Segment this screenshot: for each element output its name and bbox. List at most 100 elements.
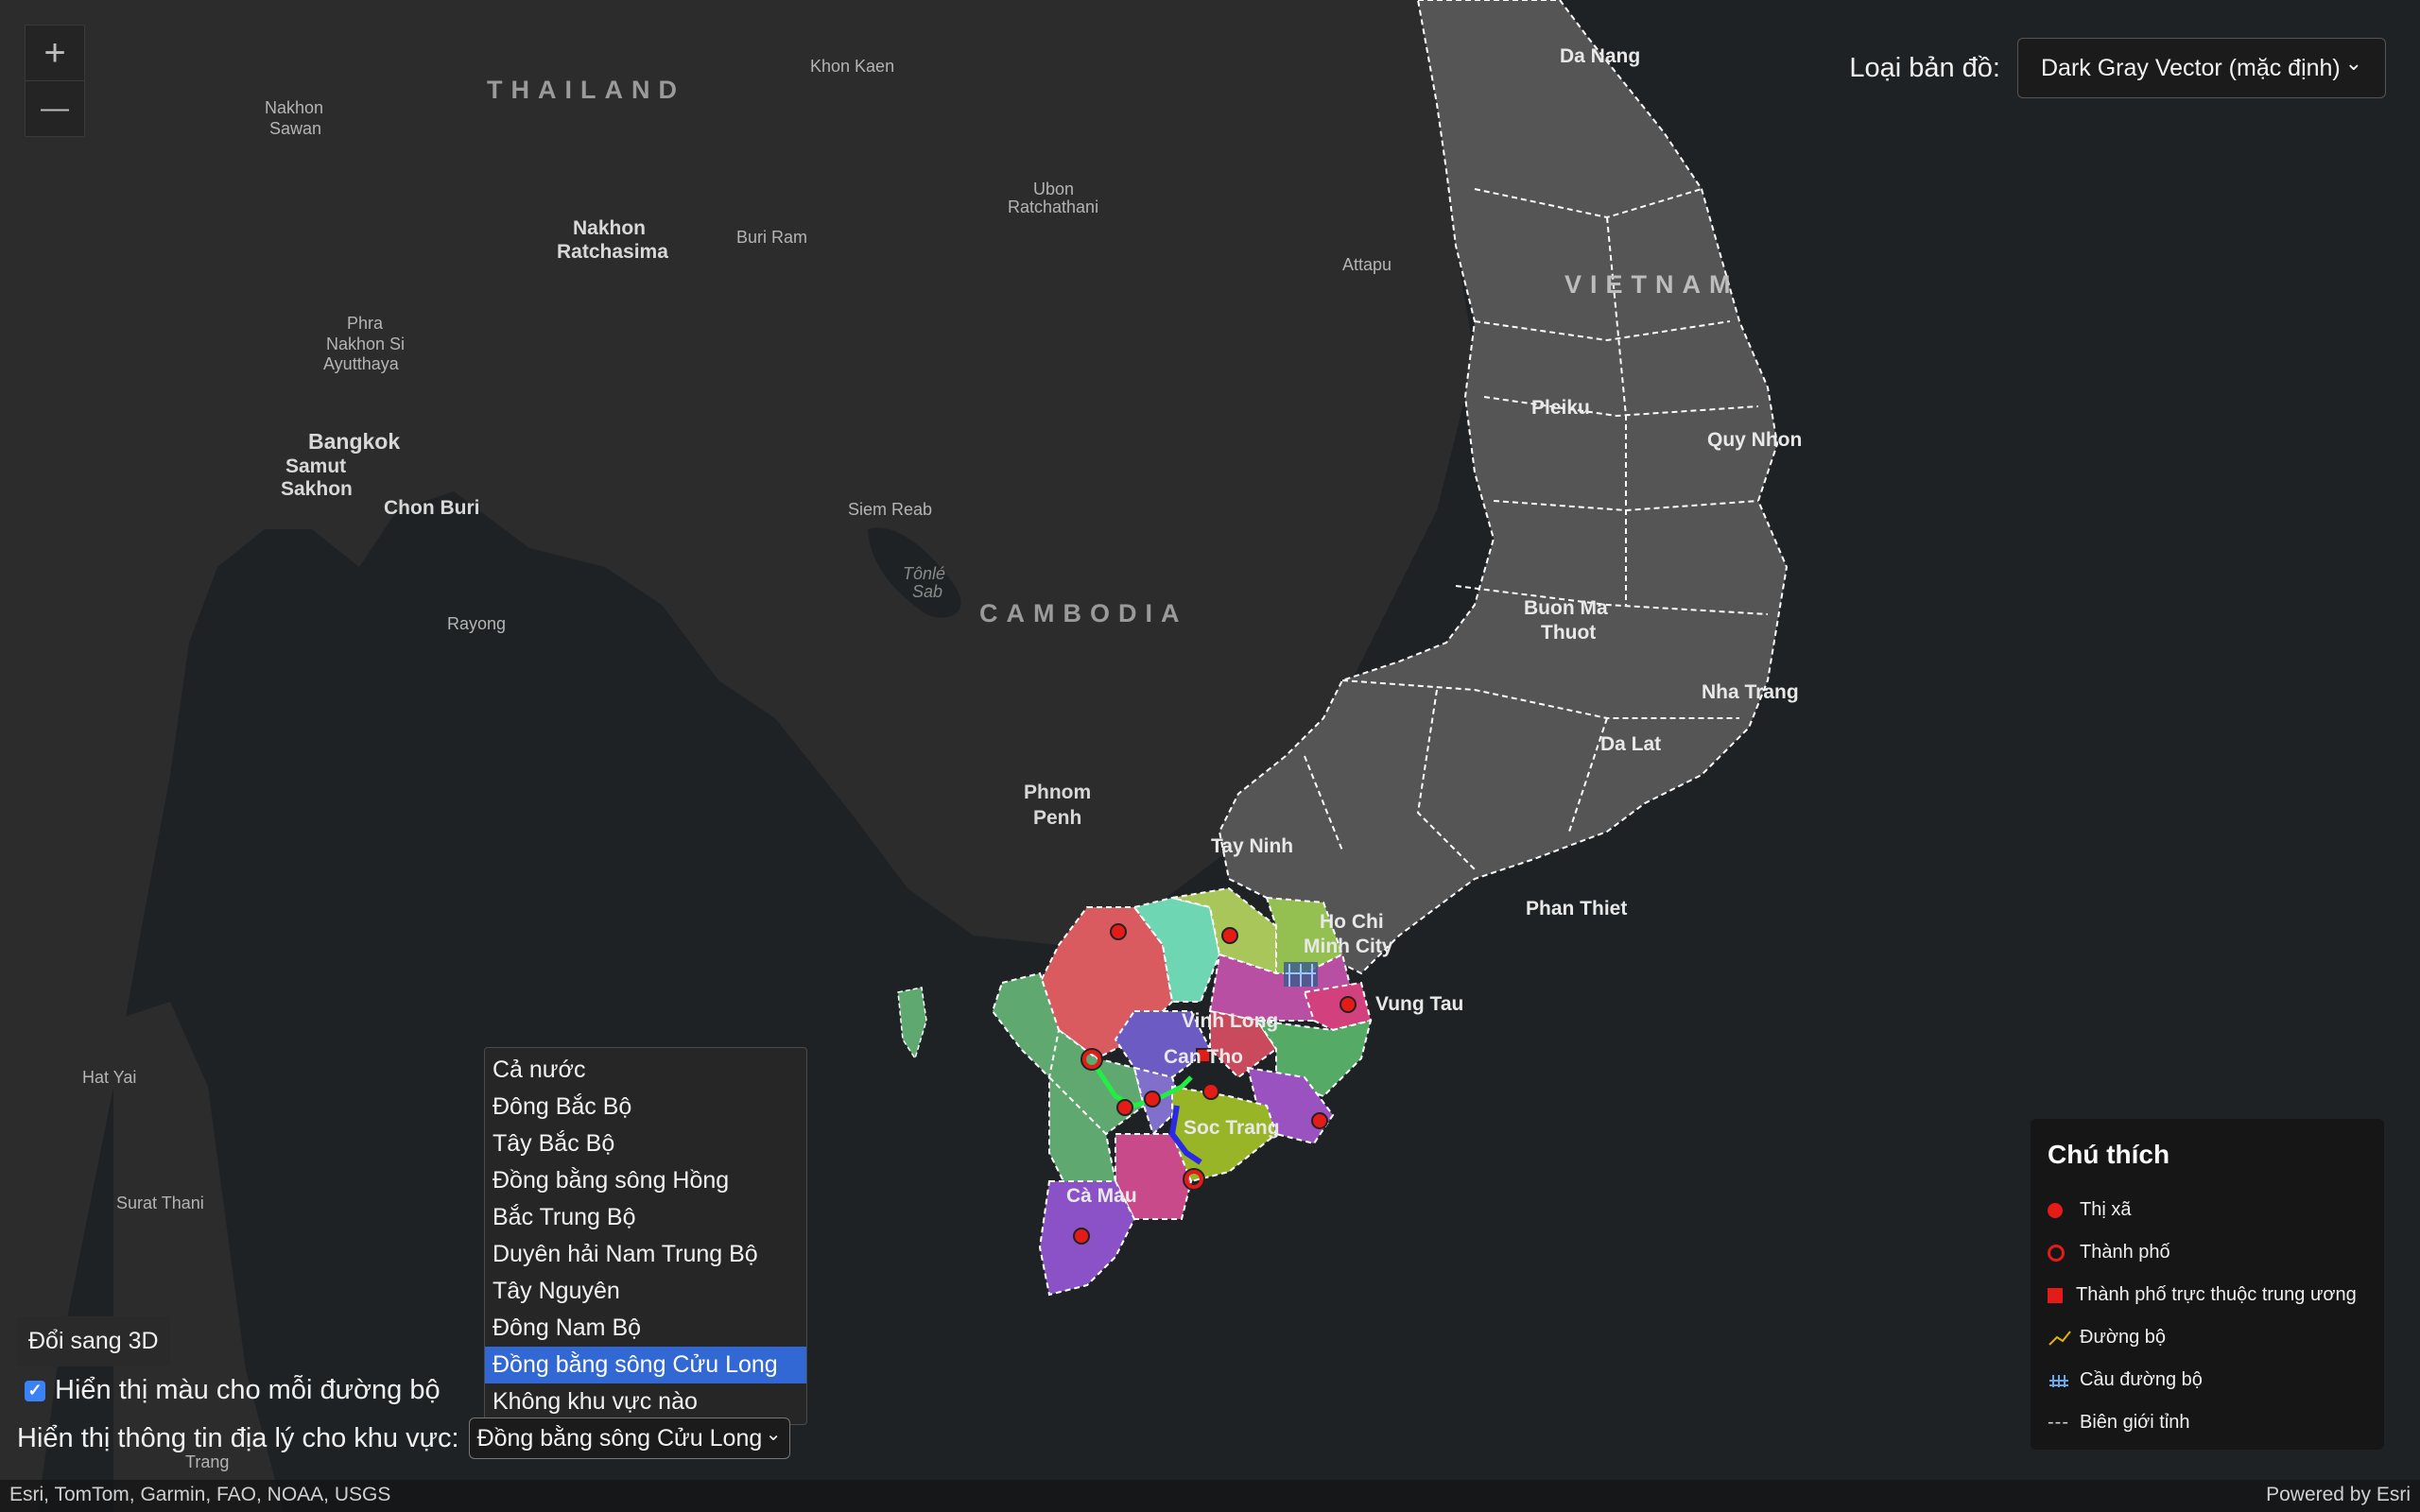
legend-item-label: Thành phố xyxy=(2080,1242,2170,1263)
attribution-sources: Esri, TomTom, Garmin, FAO, NOAA, USGS xyxy=(9,1484,391,1505)
legend-item-label: Đường bộ xyxy=(2080,1327,2166,1348)
label-chon-buri: Chon Buri xyxy=(384,497,479,519)
town-marker-icon xyxy=(2048,1202,2063,1218)
label-da-lat: Da Lat xyxy=(1600,733,1661,755)
label-ho-chi: Ho Chi xyxy=(1320,911,1384,933)
region-option[interactable]: Đông Nam Bộ xyxy=(493,1314,642,1341)
label-phan-thiet: Phan Thiet xyxy=(1526,898,1627,919)
region-option[interactable]: Không khu vực nào xyxy=(493,1388,698,1415)
region-selected-value: Đồng bằng sông Cửu Long xyxy=(476,1424,763,1452)
region-option[interactable]: Cả nước xyxy=(493,1057,586,1083)
legend-item: Thành phố xyxy=(2048,1231,2367,1274)
province-borders xyxy=(1304,188,1769,870)
bridge-icon xyxy=(2049,1374,2068,1387)
label-da-nang: Da Nang xyxy=(1560,45,1640,67)
legend-panel: Chú thích Thị xã Thành phố Thành phố trự… xyxy=(2031,1119,2384,1450)
legend-item-label: Thành phố trực thuộc trung ương xyxy=(2076,1284,2357,1305)
label-tonle-2: Sab xyxy=(912,582,942,601)
phu-quoc-island xyxy=(897,987,927,1060)
province-border-icon: --- xyxy=(2048,1412,2069,1433)
label-phnom: Phnom xyxy=(1024,782,1091,803)
legend-item: Thị xã xyxy=(2048,1189,2367,1231)
label-vung-tau: Vung Tau xyxy=(1375,993,1463,1015)
chevron-down-icon: ⌄ xyxy=(2344,51,2362,75)
label-tonle: Tônlé xyxy=(903,564,945,583)
region-option[interactable]: Tây Nguyên xyxy=(493,1278,620,1304)
label-trang: Trang xyxy=(185,1452,229,1471)
legend-title: Chú thích xyxy=(2048,1140,2170,1169)
region-selector: Hiển thị thông tin địa lý cho khu vực: Đ… xyxy=(17,1418,790,1459)
legend-item-label: Cầu đường bộ xyxy=(2080,1369,2203,1390)
label-phra-2: Nakhon Si xyxy=(326,335,405,353)
label-thailand: THAILAND xyxy=(487,76,685,104)
zoom-in-button[interactable]: + xyxy=(43,31,66,74)
attribution-bar xyxy=(0,1480,2420,1512)
label-samut: Samut xyxy=(285,455,346,477)
region-option[interactable]: Đông Bắc Bộ xyxy=(493,1093,632,1120)
basemap-label: Loại bản đồ: xyxy=(1849,52,2000,83)
legend-item: Cầu đường bộ xyxy=(2048,1359,2367,1401)
label-hat-yai: Hat Yai xyxy=(82,1068,136,1087)
region-dropdown-list: Cả nước Đông Bắc Bộ Tây Bắc Bộ Đồng bằng… xyxy=(484,1047,807,1425)
label-siem-reab: Siem Reab xyxy=(848,500,932,519)
land-peninsula xyxy=(113,1002,284,1512)
region-option[interactable]: Tây Bắc Bộ xyxy=(493,1130,615,1157)
label-pleiku: Pleiku xyxy=(1531,397,1590,419)
label-cambodia: CAMBODIA xyxy=(979,599,1188,627)
label-surat-thani: Surat Thani xyxy=(116,1194,204,1212)
toggle-3d-button[interactable]: Đổi sang 3D xyxy=(17,1316,170,1366)
region-option-selected[interactable]: Đồng bằng sông Cửu Long xyxy=(485,1347,806,1383)
label-vietnam: VIETNAM xyxy=(1564,270,1739,299)
label-ca-mau: Cà Mau xyxy=(1066,1185,1137,1207)
city-marker-icon xyxy=(2048,1244,2065,1262)
label-phra-3: Ayutthaya xyxy=(323,354,400,373)
label-tay-ninh: Tay Ninh xyxy=(1211,835,1293,857)
bridge-icon xyxy=(1284,962,1318,987)
legend-item-label: Thị xã xyxy=(2080,1199,2132,1220)
legend-item-label: Biên giới tỉnh xyxy=(2080,1412,2190,1433)
legend-item: Đường bộ xyxy=(2048,1316,2367,1359)
road-color-toggle: ✓ Hiển thị màu cho mỗi đường bộ xyxy=(25,1375,441,1406)
label-phra: Phra xyxy=(347,314,384,333)
region-option[interactable]: Duyên hải Nam Trung Bộ xyxy=(493,1241,758,1267)
central-city-marker-icon xyxy=(2048,1287,2063,1303)
label-buon-ma: Buon Ma xyxy=(1524,597,1608,619)
label-can-tho: Can Tho xyxy=(1164,1046,1243,1068)
label-nakhon-ratchasima: Nakhon xyxy=(573,217,646,239)
road-line-icon xyxy=(2048,1330,2071,1346)
label-bangkok: Bangkok xyxy=(308,429,400,454)
label-nakhon-sawan-2: Sawan xyxy=(269,119,321,138)
label-nakhon-sawan: Nakhon xyxy=(265,98,323,117)
label-attapu: Attapu xyxy=(1342,255,1392,274)
attribution-powered-by[interactable]: Powered by Esri xyxy=(2266,1484,2411,1505)
region-option[interactable]: Đồng bằng sông Hồng xyxy=(493,1167,730,1194)
region-select[interactable]: Đồng bằng sông Cửu Long ⌄ xyxy=(468,1418,790,1459)
label-rayong: Rayong xyxy=(447,614,506,633)
road-blue xyxy=(1168,1105,1202,1165)
vietnam-land xyxy=(1218,0,1789,975)
tonle-sap-lake xyxy=(868,527,961,618)
land-mainland xyxy=(0,0,1550,1512)
label-minh-city: Minh City xyxy=(1304,936,1393,957)
mekong-delta-provinces xyxy=(991,886,1373,1297)
label-nha-trang: Nha Trang xyxy=(1702,681,1799,703)
label-ubon: Ubon xyxy=(1033,180,1074,198)
label-nakhon-ratchasima-2: Ratchasima xyxy=(557,241,668,263)
region-option[interactable]: Bắc Trung Bộ xyxy=(493,1204,636,1230)
road-color-checkbox[interactable]: ✓ xyxy=(25,1380,45,1401)
region-label: Hiển thị thông tin địa lý cho khu vực: xyxy=(17,1422,459,1453)
label-khon-kaen: Khon Kaen xyxy=(810,57,894,76)
label-ubon-2: Ratchathani xyxy=(1008,198,1098,216)
chevron-down-icon: ⌄ xyxy=(765,1423,782,1445)
road-color-label: Hiển thị màu cho mỗi đường bộ xyxy=(55,1375,441,1405)
label-penh: Penh xyxy=(1033,807,1081,829)
basemap-selected-value: Dark Gray Vector (mặc định) xyxy=(2041,54,2341,81)
legend-item: Thành phố trực thuộc trung ương xyxy=(2048,1274,2367,1316)
label-thuot: Thuot xyxy=(1541,622,1596,644)
label-buri-ram: Buri Ram xyxy=(736,228,807,247)
label-soc-trang: Soc Trang xyxy=(1184,1117,1280,1139)
basemap-selector: Loại bản đồ: Dark Gray Vector (mặc định)… xyxy=(1849,38,2386,98)
zoom-out-button[interactable]: — xyxy=(26,80,84,136)
basemap-select[interactable]: Dark Gray Vector (mặc định) ⌄ xyxy=(2017,38,2386,98)
